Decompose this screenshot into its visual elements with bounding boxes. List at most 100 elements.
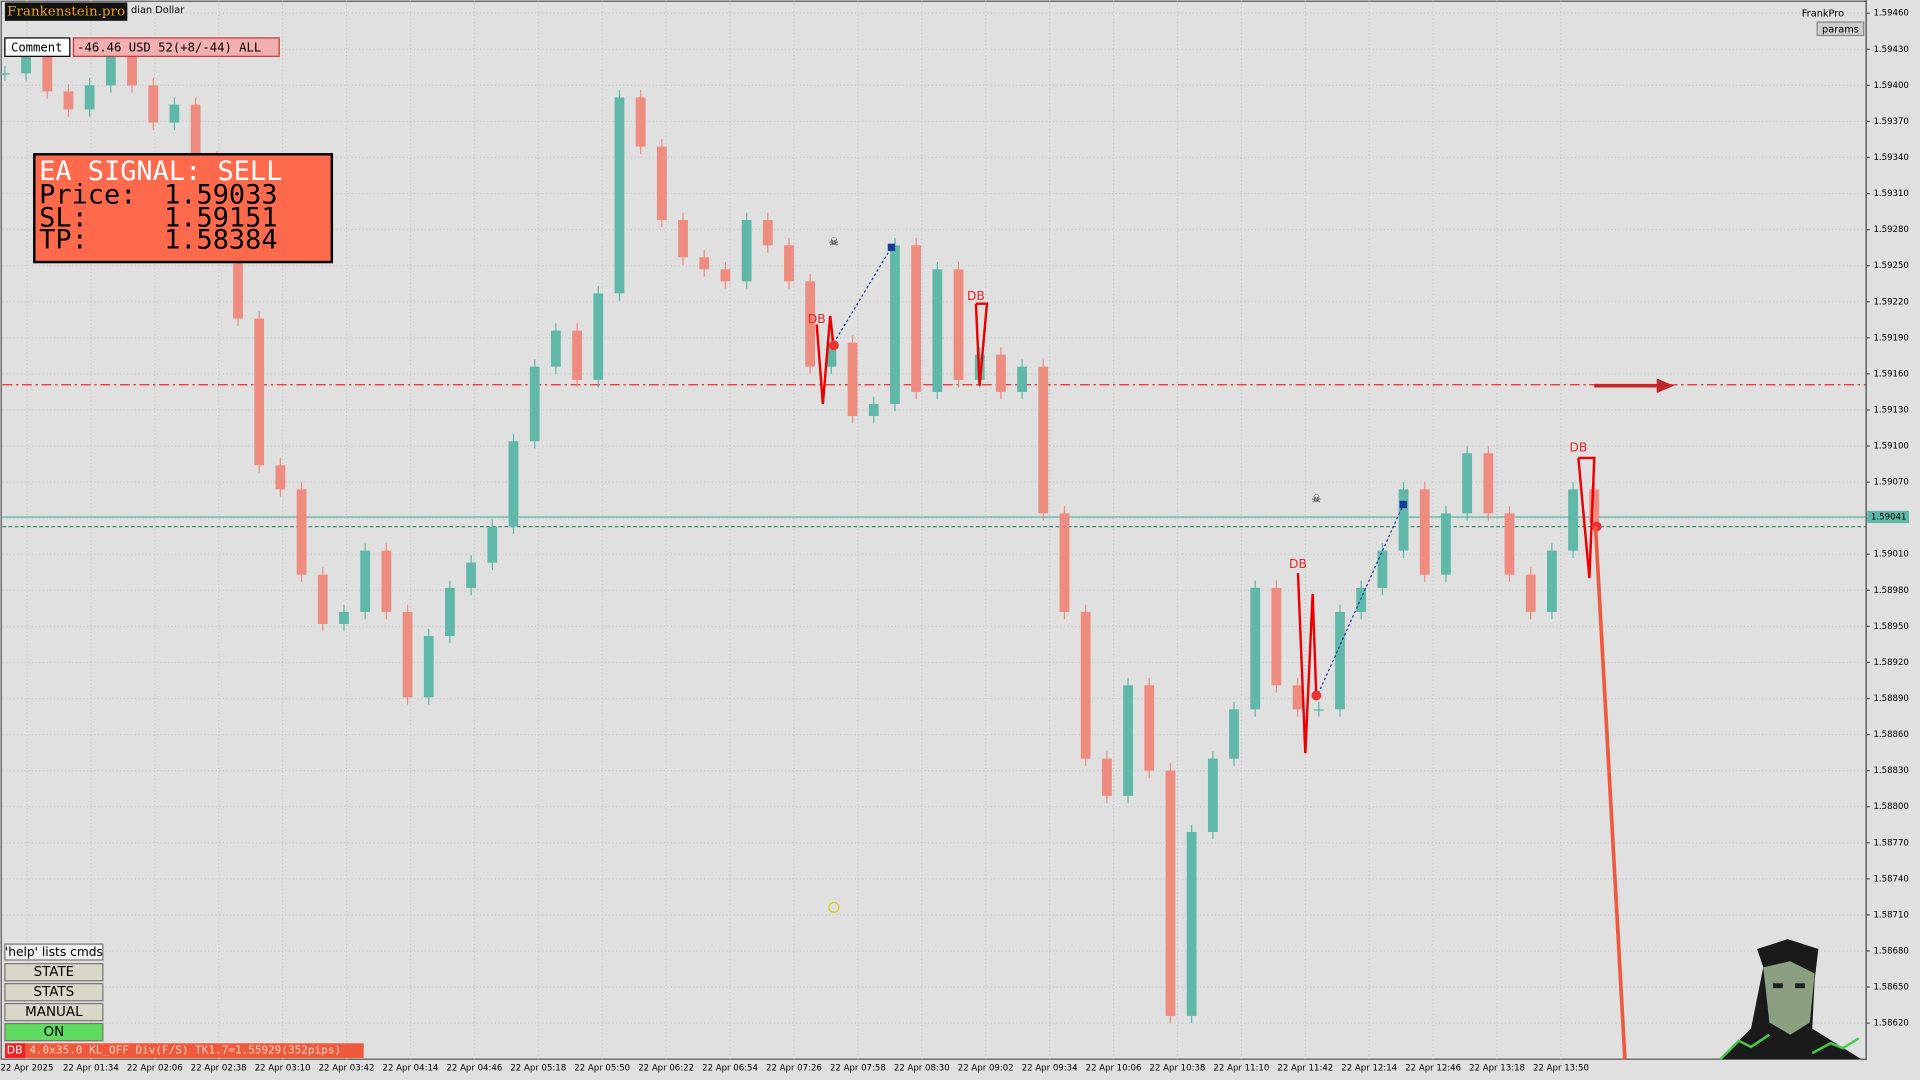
y-tick-label: 1.59130 [1873,405,1908,415]
candle [275,465,286,490]
control-button-label[interactable]: ON [44,1025,65,1040]
candle [445,587,455,636]
candle [1313,709,1324,711]
sl-value: 1.59151 [164,203,277,234]
candle [614,97,625,294]
signal-box [33,153,334,264]
comment-button[interactable] [4,37,71,57]
y-tick-label: 1.58680 [1873,946,1908,956]
x-tick-label: 22 Apr 07:26 [766,1063,822,1073]
candle [1250,587,1261,710]
y-tick-label: 1.58770 [1873,838,1908,848]
y-tick-label: 1.59190 [1873,333,1908,343]
candle [402,611,413,698]
skull-icon: ☠ [829,235,839,248]
control-button[interactable] [4,1022,104,1042]
brand-badge [4,2,128,21]
candle [1398,489,1409,551]
x-tick-label: 22 Apr 13:50 [1533,1063,1589,1073]
candle [1123,685,1133,796]
candle [21,55,31,74]
candle [868,403,879,416]
y-tick-label: 1.58740 [1873,874,1908,884]
control-button-label[interactable]: MANUAL [25,1005,83,1020]
y-tick-label: 1.58800 [1873,802,1908,812]
candle [635,97,646,147]
y-tick-label: 1.59310 [1873,189,1908,199]
x-tick-label: 22 Apr 06:22 [638,1063,694,1073]
candle [1101,758,1112,796]
arrow-head [1656,378,1674,394]
trade-link [833,247,892,344]
x-tick-label: 22 Apr 05:18 [510,1063,566,1073]
candle [678,220,688,258]
db-labels: DB DB DB DB [808,289,1587,571]
status-tag-box [4,1043,26,1058]
params-button[interactable] [1816,21,1865,37]
candle [953,269,964,380]
y-tick-label: 1.59100 [1873,442,1908,452]
control-button-label[interactable]: STATE [34,965,75,980]
x-tick-label: 22 Apr 11:10 [1213,1063,1269,1073]
skull-icon: ☠ [1311,493,1321,506]
candle [741,220,752,282]
candle [1419,489,1430,575]
control-button[interactable] [4,963,104,982]
tp-value: 1.58384 [164,225,277,256]
x-tick-label: 22 Apr 06:54 [702,1063,758,1073]
candle [784,245,794,282]
x-tick-label: 22 Apr 04:46 [446,1063,502,1073]
comment-label[interactable]: Comment [11,40,63,54]
candle [911,245,922,392]
x-tick-label: 22 Apr 03:10 [255,1063,311,1073]
candle [84,85,95,110]
y-tick-label: 1.59430 [1873,45,1908,55]
candle [148,85,159,123]
pnl-box [72,37,280,57]
pnl: -46.46 USD 52(+8/-44) ALL [77,40,261,54]
candle [996,354,1006,392]
candle [1059,513,1070,612]
entry-marker [1311,690,1322,701]
candle [826,342,837,367]
candle [1504,513,1515,575]
candle [805,281,816,367]
db-shape [1577,456,1596,579]
params-label[interactable]: params [1822,24,1859,35]
candle [720,269,731,282]
trade-link [1315,504,1404,699]
projection-line [1593,526,1627,1060]
candle [1186,831,1197,1016]
y-tick-label: 1.59460 [1873,9,1908,19]
x-tick-label: 22 Apr 11:42 [1277,1063,1333,1073]
x-tick-label: 22 Apr 08:30 [894,1063,950,1073]
x-tick-label: 22 Apr 12:46 [1405,1063,1461,1073]
profile: FrankPro [1802,8,1844,19]
control-button[interactable] [4,1002,104,1022]
current-price-tag [1867,510,1909,524]
control-button[interactable] [4,983,104,1002]
candle [1335,611,1345,710]
db-shape [1296,573,1318,754]
status-text: 4.0x35.0 KL_OFF Div(F/S) TK1.7=1.55929(3… [29,1044,341,1057]
candle [1229,709,1239,759]
control-button-label[interactable]: STATS [34,985,75,1000]
candle [1356,587,1367,612]
y-tick-label: 1.58920 [1873,658,1908,668]
signal-title: EA SIGNAL: SELL [39,156,282,187]
candle [1547,550,1557,612]
candle [1017,366,1028,392]
sl-label: SL: [39,203,88,234]
candle [1589,489,1600,523]
x-tick-label: 22 Apr 2025 [0,1063,53,1073]
candle [1271,587,1282,686]
db-shape [974,302,989,386]
candle [1165,770,1176,1016]
candle [508,441,519,527]
candle [1462,453,1473,514]
y-tick-label: 1.59370 [1873,117,1908,127]
tp-label: TP: [39,225,88,256]
y-tick-label: 1.58830 [1873,766,1908,776]
x-tick-label: 22 Apr 03:42 [319,1063,375,1073]
